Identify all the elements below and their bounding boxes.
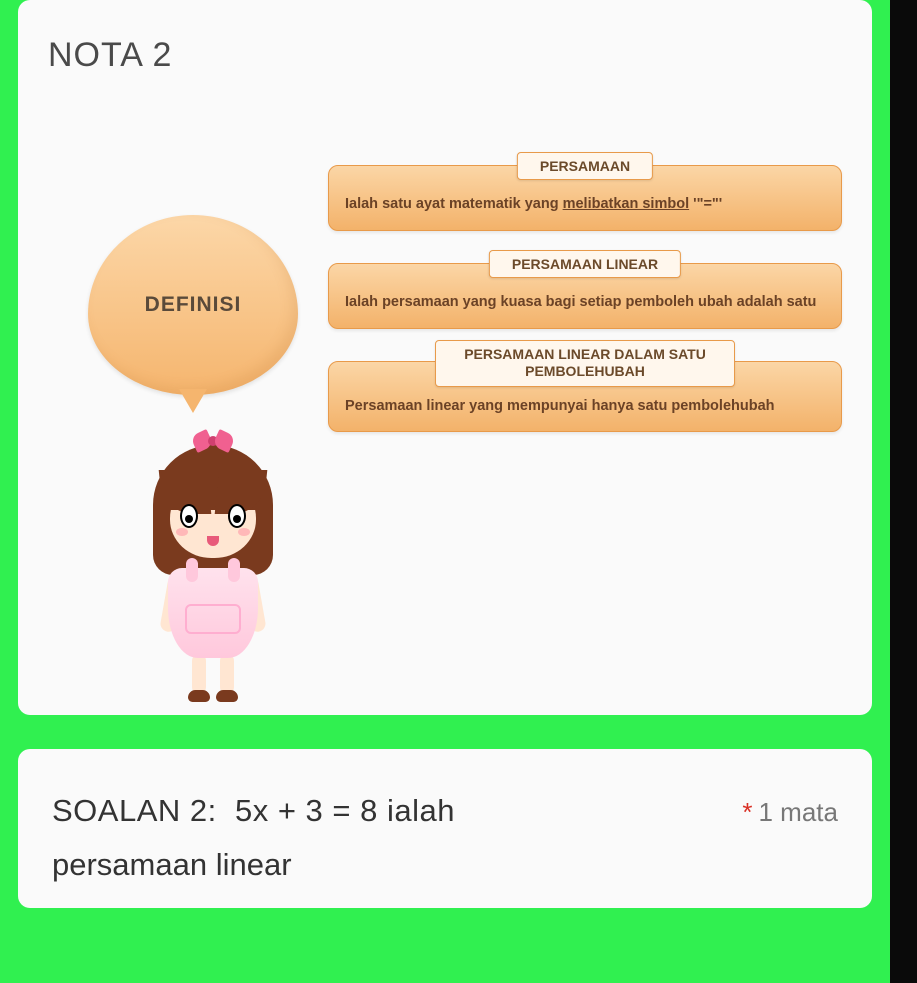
- definition-body-suffix: '"="': [689, 196, 722, 212]
- definition-body-text: Ialah satu ayat matematik yang: [345, 196, 563, 212]
- definition-box-persamaan-linear: PERSAMAAN LINEAR Ialah persamaan yang ku…: [328, 263, 842, 329]
- right-dark-strip: [890, 0, 917, 983]
- question-row: SOALAN 2: 5x + 3 = 8 ialah *1 mata: [52, 793, 838, 829]
- definition-body: Ialah persamaan yang kuasa bagi setiap p…: [345, 292, 825, 314]
- illustration-column: DEFINISI: [48, 155, 328, 675]
- question-expression: 5x + 3 = 8 ialah: [235, 793, 455, 828]
- nota-title: NOTA 2: [48, 36, 842, 75]
- definitions-column: PERSAMAAN Ialah satu ayat matematik yang…: [328, 155, 842, 464]
- nota-content: DEFINISI: [48, 155, 842, 675]
- definition-body: Ialah satu ayat matematik yang melibatka…: [345, 194, 825, 216]
- definition-box-persamaan-linear-satu: PERSAMAAN LINEAR DALAM SATU PEMBOLEHUBAH…: [328, 361, 842, 433]
- question-line2: persamaan linear: [52, 847, 838, 883]
- definition-body: Persamaan linear yang mempunyai hanya sa…: [345, 396, 825, 418]
- question-points: *1 mata: [742, 797, 838, 828]
- required-star: *: [742, 797, 752, 827]
- definition-box-persamaan: PERSAMAAN Ialah satu ayat matematik yang…: [328, 165, 842, 231]
- definition-body-underline: melibatkan simbol: [563, 196, 690, 212]
- nota-card: NOTA 2 DEFINISI: [18, 0, 872, 715]
- definition-header: PERSAMAAN LINEAR DALAM SATU PEMBOLEHUBAH: [435, 340, 735, 387]
- definisi-balloon: DEFINISI: [88, 215, 298, 395]
- balloon-label: DEFINISI: [145, 293, 242, 317]
- points-text: 1 mata: [759, 797, 839, 827]
- page-frame: NOTA 2 DEFINISI: [0, 0, 890, 983]
- question-line1: SOALAN 2: 5x + 3 = 8 ialah: [52, 793, 742, 829]
- girl-illustration: [138, 440, 288, 710]
- definition-header: PERSAMAAN: [517, 152, 653, 180]
- definition-header: PERSAMAAN LINEAR: [489, 250, 681, 278]
- question-label: SOALAN 2:: [52, 793, 217, 828]
- question-card: SOALAN 2: 5x + 3 = 8 ialah *1 mata persa…: [18, 749, 872, 908]
